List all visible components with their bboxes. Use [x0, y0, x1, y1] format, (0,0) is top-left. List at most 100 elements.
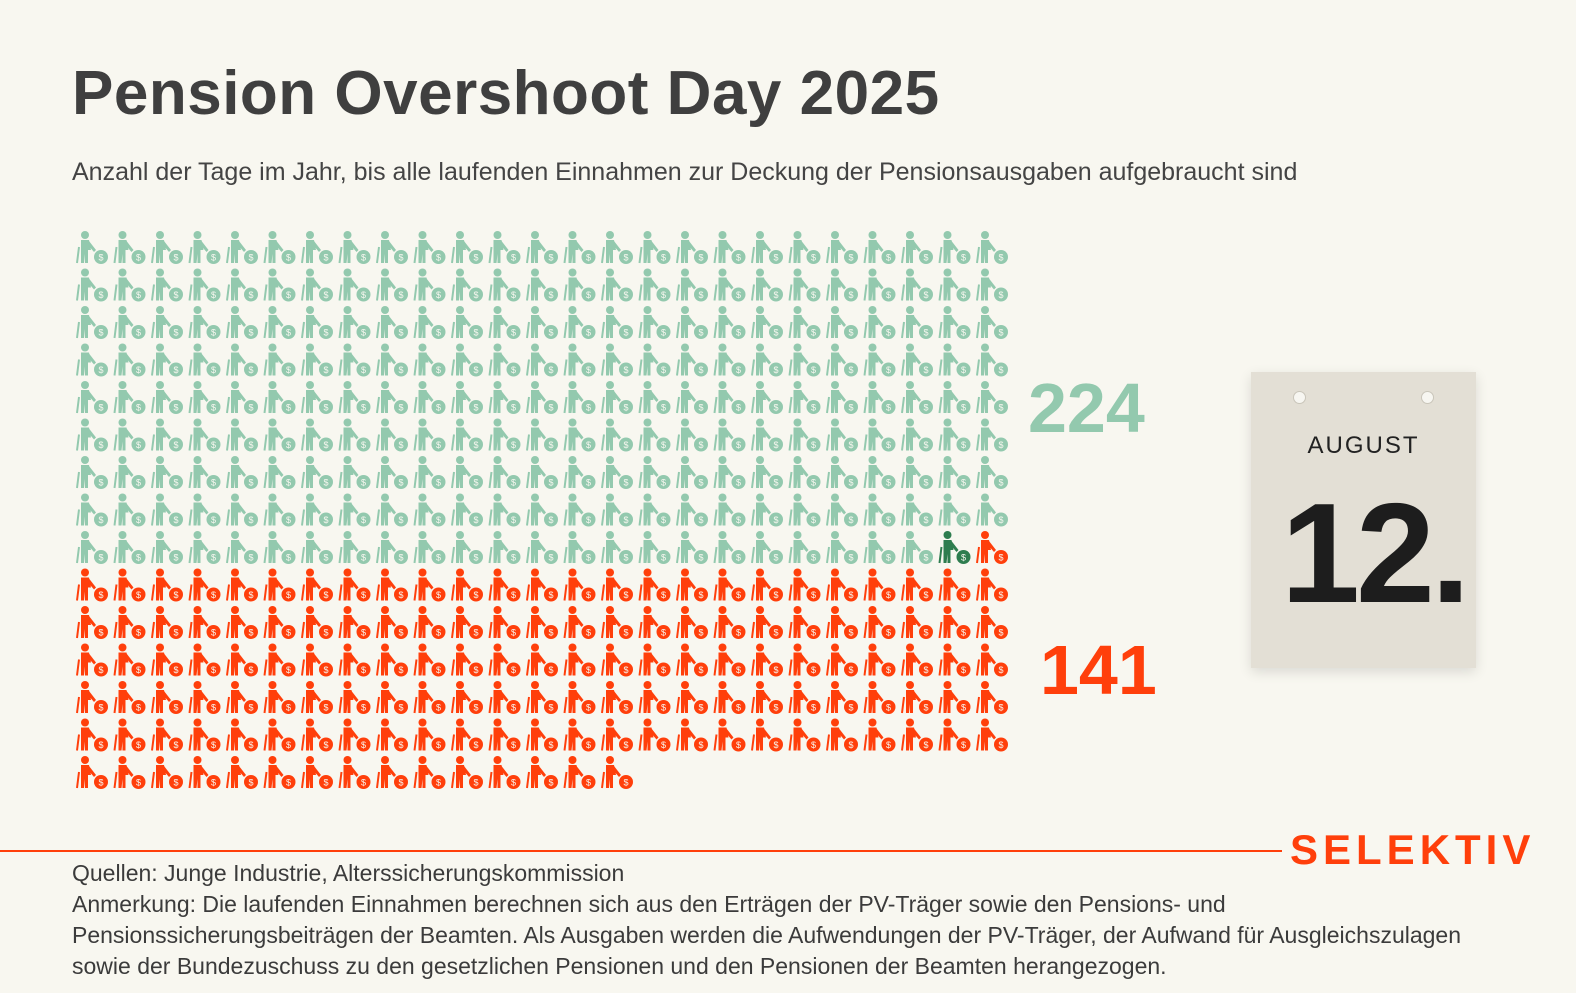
pensioner-icon: $	[488, 681, 521, 714]
pensioner-icon: $	[413, 306, 446, 339]
svg-text:$: $	[323, 628, 328, 638]
uncovered-days-label: 141	[1040, 631, 1157, 709]
pensioner-icon: $	[601, 231, 633, 264]
svg-text:$: $	[698, 703, 703, 713]
svg-text:$: $	[848, 365, 853, 375]
svg-text:$: $	[173, 403, 178, 413]
pensioner-icon: $	[676, 493, 708, 527]
svg-text:$: $	[848, 740, 853, 750]
svg-text:$: $	[773, 703, 778, 713]
svg-text:$: $	[848, 253, 853, 263]
pensioner-icon: $	[188, 493, 221, 527]
svg-text:$: $	[923, 253, 928, 263]
pensioner-icon: $	[338, 343, 371, 377]
pensioner-icon: $	[676, 231, 708, 264]
pensioner-icon: $	[676, 381, 708, 414]
pensioner-icon: $	[338, 643, 371, 677]
pensioner-icon: $	[151, 493, 183, 527]
pensioner-icon: $	[863, 643, 896, 677]
covered-days-label: 224	[1028, 369, 1145, 447]
svg-text:$: $	[886, 665, 891, 675]
svg-text:$: $	[736, 665, 741, 675]
svg-text:$: $	[848, 665, 853, 675]
svg-text:$: $	[923, 290, 928, 300]
svg-text:$: $	[511, 628, 516, 638]
pensioner-icon: $	[338, 456, 371, 489]
svg-text:$: $	[698, 590, 703, 600]
svg-text:$: $	[473, 703, 478, 713]
svg-text:$: $	[136, 403, 141, 413]
svg-text:$: $	[698, 328, 703, 338]
svg-text:$: $	[586, 553, 591, 563]
pensioner-icon: $	[638, 531, 671, 564]
pensioner-icon: $	[826, 268, 858, 302]
svg-text:$: $	[886, 703, 891, 713]
svg-text:$: $	[698, 365, 703, 375]
pensioner-icon: $	[376, 493, 408, 527]
footer-note: Anmerkung: Die laufenden Einnahmen berec…	[72, 891, 1462, 979]
pensioner-icon: $	[751, 568, 783, 602]
pensioner-icon: $	[113, 306, 146, 339]
svg-text:$: $	[286, 515, 291, 525]
pensioner-icon: $	[638, 456, 671, 489]
svg-text:$: $	[323, 440, 328, 450]
pensioner-icon: $	[188, 681, 221, 714]
svg-text:$: $	[98, 328, 103, 338]
svg-text:$: $	[998, 740, 1003, 750]
svg-text:$: $	[773, 478, 778, 488]
svg-text:$: $	[698, 253, 703, 263]
svg-text:$: $	[173, 478, 178, 488]
pensioner-icon: $	[113, 493, 146, 527]
svg-text:$: $	[473, 290, 478, 300]
pensioner-icon: $	[301, 343, 333, 377]
svg-text:$: $	[511, 365, 516, 375]
pensioner-icon: $	[976, 568, 1008, 602]
svg-text:$: $	[811, 253, 816, 263]
svg-text:$: $	[473, 628, 478, 638]
pensioner-icon: $	[488, 231, 521, 264]
svg-text:$: $	[586, 403, 591, 413]
svg-text:$: $	[173, 553, 178, 563]
svg-text:$: $	[848, 478, 853, 488]
pensioner-icon: $	[263, 343, 296, 377]
pensioner-icon: $	[113, 381, 146, 414]
svg-text:$: $	[886, 628, 891, 638]
pensioner-icon: $	[901, 306, 933, 339]
pensioner-icon: $	[151, 456, 183, 489]
svg-text:$: $	[211, 440, 216, 450]
svg-text:$: $	[623, 440, 628, 450]
pensioner-icon: $	[563, 381, 596, 414]
svg-text:$: $	[586, 778, 591, 788]
pensioner-icon: $	[413, 343, 446, 377]
pensioner-icon: $	[788, 381, 821, 414]
pensioner-icon: $	[226, 756, 258, 789]
pensioner-icon: $	[226, 456, 258, 489]
pensioner-icon: $	[376, 718, 408, 752]
pensioner-icon: $	[788, 681, 821, 714]
pensioner-icon: $	[113, 231, 146, 264]
svg-text:$: $	[548, 515, 553, 525]
pensioner-icon: $	[301, 606, 333, 639]
svg-text:$: $	[923, 328, 928, 338]
calendar-month: AUGUST	[1307, 432, 1420, 459]
pensioner-icon: $	[113, 681, 146, 714]
svg-text:$: $	[286, 478, 291, 488]
svg-text:$: $	[886, 440, 891, 450]
pensioner-icon: $	[451, 381, 483, 414]
svg-text:$: $	[436, 478, 441, 488]
pensioner-icon: $	[526, 456, 558, 489]
pensioner-icon: $	[601, 268, 633, 302]
svg-text:$: $	[811, 628, 816, 638]
svg-text:$: $	[436, 253, 441, 263]
svg-text:$: $	[436, 590, 441, 600]
pensioner-icon: $	[788, 456, 821, 489]
svg-text:$: $	[211, 328, 216, 338]
svg-text:$: $	[473, 403, 478, 413]
svg-text:$: $	[248, 328, 253, 338]
pensioner-icon: $	[113, 531, 146, 564]
pensioner-icon: $	[301, 643, 333, 677]
pensioner-icon: $	[76, 268, 108, 302]
pensioner-icon: $	[863, 493, 896, 527]
svg-text:$: $	[998, 440, 1003, 450]
svg-text:$: $	[886, 553, 891, 563]
